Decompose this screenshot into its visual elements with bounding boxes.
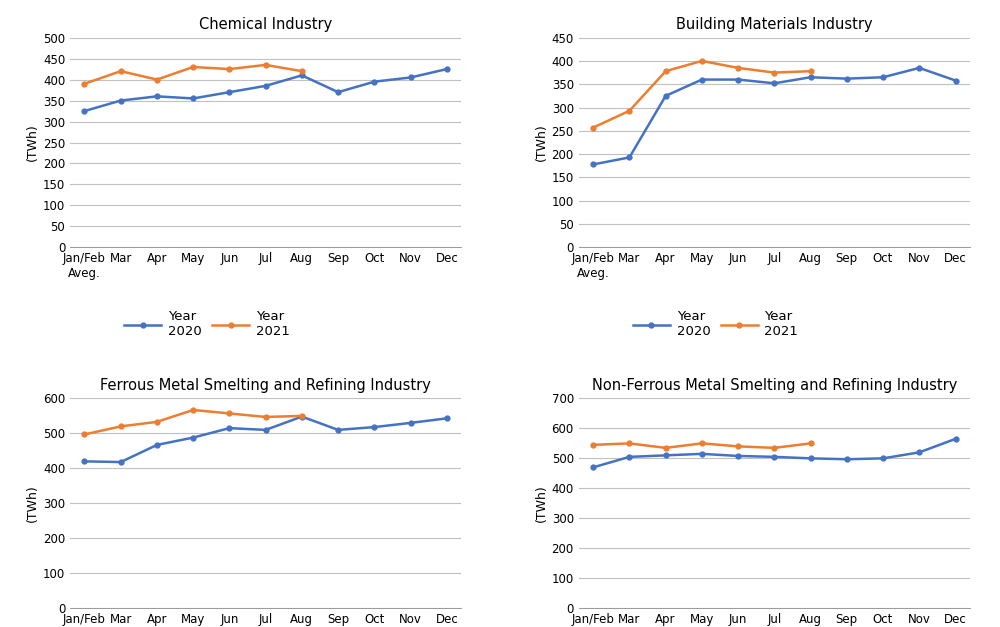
Y-axis label: (TWh): (TWh) <box>534 124 547 161</box>
Title: Non-Ferrous Metal Smelting and Refining Industry: Non-Ferrous Metal Smelting and Refining … <box>592 378 957 393</box>
Legend: Year
2020, Year
2021: Year 2020, Year 2021 <box>124 310 290 339</box>
Y-axis label: (TWh): (TWh) <box>26 485 39 522</box>
Legend: Year
2020, Year
2021: Year 2020, Year 2021 <box>633 310 798 339</box>
Title: Chemical Industry: Chemical Industry <box>199 18 332 32</box>
Title: Building Materials Industry: Building Materials Industry <box>676 18 873 32</box>
Y-axis label: (TWh): (TWh) <box>534 485 547 522</box>
Y-axis label: (TWh): (TWh) <box>26 124 39 161</box>
Title: Ferrous Metal Smelting and Refining Industry: Ferrous Metal Smelting and Refining Indu… <box>100 378 431 393</box>
